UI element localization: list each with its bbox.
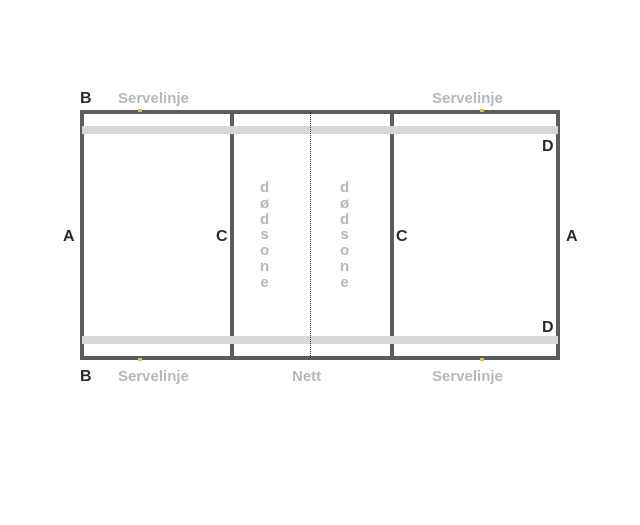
inner-vertical-left [230, 110, 234, 360]
serve-tick-1 [480, 109, 484, 112]
net-line [310, 112, 311, 358]
inner-vertical-right [390, 110, 394, 360]
label-B_bot: B [80, 368, 92, 386]
servelinje-label-bot_right: Servelinje [432, 368, 503, 385]
dodsone-label-right: dødsone [340, 180, 349, 290]
label-D_top: D [542, 138, 554, 156]
serve-tick-0 [138, 109, 142, 112]
serve-band-bottom [82, 336, 558, 344]
label-D_bot: D [542, 319, 554, 337]
court-diagram: A A B B C C D D Servelinje Servelinje Servelinje Se… [0, 0, 640, 525]
frame-left [80, 110, 84, 360]
serve-band-top [82, 126, 558, 134]
label-C_left: C [216, 228, 228, 246]
nett-label: Nett [292, 368, 321, 385]
serve-tick-2 [138, 358, 142, 361]
serve-tick-3 [480, 358, 484, 361]
frame-right [556, 110, 560, 360]
label-B_top: B [80, 90, 92, 108]
label-C_right: C [396, 228, 408, 246]
frame-bottom [80, 356, 560, 360]
frame-top [80, 110, 560, 114]
servelinje-label-bot_left: Servelinje [118, 368, 189, 385]
label-A_right: A [566, 228, 578, 246]
servelinje-label-top_right: Servelinje [432, 90, 503, 107]
label-A_left: A [63, 228, 75, 246]
servelinje-label-top_left: Servelinje [118, 90, 189, 107]
dodsone-label-left: dødsone [260, 180, 269, 290]
